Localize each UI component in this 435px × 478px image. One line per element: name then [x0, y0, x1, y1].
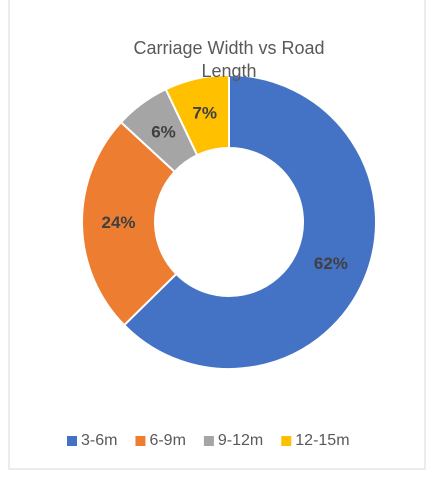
legend-swatch: [281, 436, 292, 446]
legend-label: 3-6m: [81, 432, 117, 449]
donut-slice: [122, 73, 377, 370]
data-label: 7%: [192, 104, 217, 123]
legend-label: 6-9m: [149, 432, 185, 449]
donut-slice: [164, 73, 230, 157]
data-label: 6%: [151, 123, 176, 142]
legend-label: 9-12m: [218, 432, 263, 449]
chart-border: [8, 0, 426, 470]
data-label: 24%: [101, 213, 135, 232]
legend-label: 12-15m: [295, 432, 349, 449]
data-label: 62%: [314, 254, 348, 273]
legend-swatch: [203, 436, 214, 446]
donut-slice: [81, 120, 178, 327]
chart-title: Carriage Width vs Road Length: [133, 38, 325, 81]
legend-swatch: [67, 436, 77, 446]
legend-swatch: [135, 436, 146, 446]
